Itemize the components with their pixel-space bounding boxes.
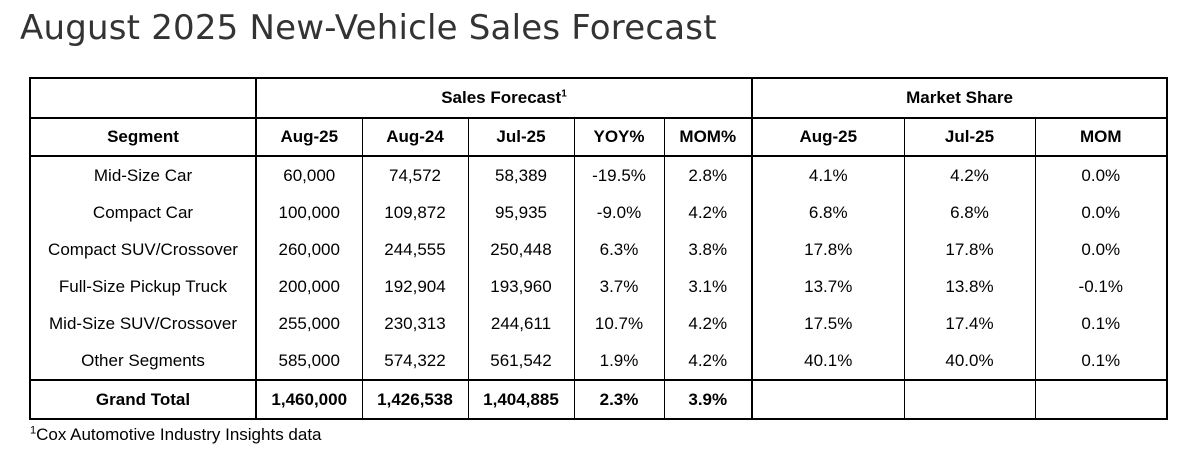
sales-forecast-table: Sales Forecast1 Market Share Segment Aug… — [29, 77, 1169, 420]
table-cell: 192,904 — [361, 268, 468, 305]
segment-cell: Other Segments — [29, 342, 257, 380]
footnote-text: Cox Automotive Industry Insights data — [36, 425, 322, 444]
table-cell: 230,313 — [361, 305, 468, 342]
table-cell: 260,000 — [255, 231, 362, 268]
grand-total-label: Grand Total — [29, 379, 257, 420]
table-cell: 200,000 — [255, 268, 362, 305]
table-cell: 40.1% — [751, 342, 904, 380]
table-cell: 0.0% — [1034, 194, 1169, 231]
group-header-row: Sales Forecast1 Market Share — [29, 77, 1169, 119]
table-row: Full-Size Pickup Truck 200,000 192,904 1… — [29, 268, 1169, 305]
table-cell: 17.8% — [903, 231, 1035, 268]
table-cell: 1.9% — [573, 342, 664, 380]
column-header-mom-share: MOM — [1034, 118, 1169, 157]
table-cell: 4.2% — [663, 305, 753, 342]
column-header-aug25-share: Aug-25 — [751, 118, 904, 157]
table-cell: 60,000 — [255, 156, 362, 194]
column-header-segment: Segment — [29, 118, 257, 157]
column-header-jul25-sales: Jul-25 — [467, 118, 574, 157]
table-cell: 561,542 — [467, 342, 574, 380]
total-cell: 1,460,000 — [255, 379, 362, 420]
table-row: Other Segments 585,000 574,322 561,542 1… — [29, 342, 1169, 380]
table-cell: 17.8% — [751, 231, 904, 268]
table-cell: 17.4% — [903, 305, 1035, 342]
table-cell: 0.1% — [1034, 305, 1169, 342]
table-cell: 10.7% — [573, 305, 664, 342]
table-cell: 4.1% — [751, 156, 904, 194]
total-cell: 1,404,885 — [467, 379, 574, 420]
table-cell: 250,448 — [467, 231, 574, 268]
table-cell: 574,322 — [361, 342, 468, 380]
table-cell: 2.8% — [663, 156, 753, 194]
table-cell: 244,555 — [361, 231, 468, 268]
footnote-marker: 1 — [30, 424, 37, 437]
table-cell: 3.1% — [663, 268, 753, 305]
column-header-row: Segment Aug-25 Aug-24 Jul-25 YOY% MOM% A… — [29, 118, 1169, 157]
table-cell: 244,611 — [467, 305, 574, 342]
table-cell: 4.2% — [663, 194, 753, 231]
table-cell: -19.5% — [573, 156, 664, 194]
table-cell: 193,960 — [467, 268, 574, 305]
table-cell: 95,935 — [467, 194, 574, 231]
segment-cell: Mid-Size Car — [29, 156, 257, 194]
table-cell: 13.7% — [751, 268, 904, 305]
table-cell: 40.0% — [903, 342, 1035, 380]
total-cell — [1034, 379, 1169, 420]
group-header-market-share: Market Share — [752, 77, 1169, 119]
table-row: Mid-Size Car 60,000 74,572 58,389 -19.5%… — [29, 156, 1169, 194]
table-cell: 3.7% — [573, 268, 664, 305]
segment-cell: Mid-Size SUV/Crossover — [29, 305, 257, 342]
table-cell: -0.1% — [1034, 268, 1169, 305]
footnote: 1Cox Automotive Industry Insights data — [30, 425, 322, 445]
table-cell: 109,872 — [361, 194, 468, 231]
sales-forecast-footnote-marker: 1 — [561, 88, 567, 100]
table-cell: 255,000 — [255, 305, 362, 342]
group-header-empty — [29, 77, 257, 119]
table-cell: 4.2% — [663, 342, 753, 380]
table-cell: 4.2% — [903, 156, 1035, 194]
column-header-mom-pct: MOM% — [663, 118, 753, 157]
table-cell: 0.0% — [1034, 156, 1169, 194]
table-cell: 6.8% — [751, 194, 904, 231]
table-cell: 3.8% — [663, 231, 753, 268]
table-row: Mid-Size SUV/Crossover 255,000 230,313 2… — [29, 305, 1169, 342]
table-cell: 74,572 — [361, 156, 468, 194]
group-header-sales-forecast: Sales Forecast1 — [256, 77, 753, 119]
column-header-yoy: YOY% — [573, 118, 664, 157]
table-cell: 58,389 — [467, 156, 574, 194]
table-row: Compact Car 100,000 109,872 95,935 -9.0%… — [29, 194, 1169, 231]
column-header-aug24-sales: Aug-24 — [361, 118, 468, 157]
grand-total-row: Grand Total 1,460,000 1,426,538 1,404,88… — [29, 379, 1169, 420]
column-header-jul25-share: Jul-25 — [903, 118, 1035, 157]
table-cell: 13.8% — [903, 268, 1035, 305]
total-cell — [903, 379, 1035, 420]
table-cell: 0.1% — [1034, 342, 1169, 380]
table-row: Compact SUV/Crossover 260,000 244,555 25… — [29, 231, 1169, 268]
column-header-aug25-sales: Aug-25 — [255, 118, 362, 157]
total-cell: 3.9% — [663, 379, 753, 420]
table-cell: 6.8% — [903, 194, 1035, 231]
table-cell: 100,000 — [255, 194, 362, 231]
total-cell: 2.3% — [573, 379, 664, 420]
segment-cell: Compact SUV/Crossover — [29, 231, 257, 268]
table-cell: 17.5% — [751, 305, 904, 342]
page-title: August 2025 New-Vehicle Sales Forecast — [20, 8, 717, 48]
table-cell: 0.0% — [1034, 231, 1169, 268]
sales-forecast-label: Sales Forecast — [441, 88, 562, 107]
total-cell: 1,426,538 — [361, 379, 468, 420]
table-cell: 6.3% — [573, 231, 664, 268]
table-cell: -9.0% — [573, 194, 664, 231]
total-cell — [751, 379, 904, 420]
table-cell: 585,000 — [255, 342, 362, 380]
segment-cell: Full-Size Pickup Truck — [29, 268, 257, 305]
segment-cell: Compact Car — [29, 194, 257, 231]
